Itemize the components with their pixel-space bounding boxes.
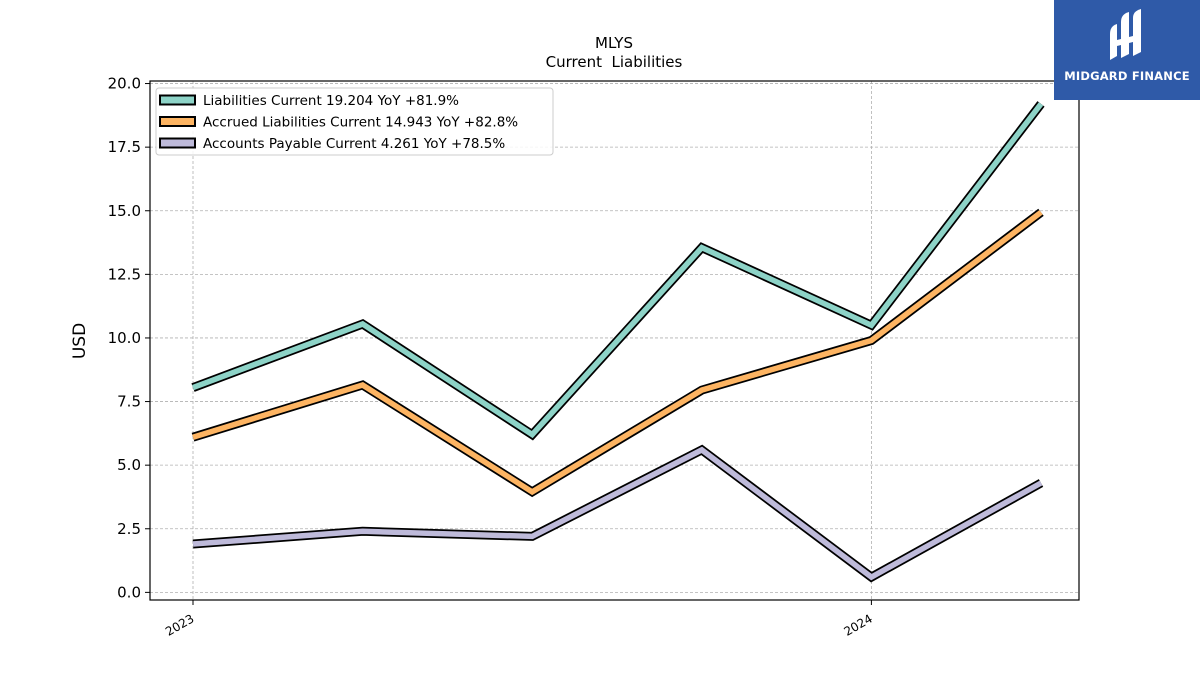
- y-axis-label: USD: [70, 323, 90, 359]
- y-tick-label: 20.0: [108, 75, 141, 93]
- brand-name: MIDGARD FINANCE: [1064, 69, 1190, 83]
- legend: Liabilities Current 19.204 YoY +81.9% Acc…: [155, 87, 554, 156]
- y-tick-label: 2.5: [117, 520, 141, 538]
- y-tick-label: 15.0: [108, 202, 141, 220]
- series-layer: [191, 101, 1045, 583]
- series-line-outline: [192, 444, 1044, 583]
- chart-subtitle: Current Liabilities: [546, 53, 683, 71]
- series-line-outline: [191, 208, 1044, 498]
- chart-title: MLYS: [595, 34, 633, 52]
- series-line: [192, 102, 1044, 439]
- y-tick-label: 7.5: [117, 393, 141, 411]
- grid-lines: [150, 81, 1079, 600]
- legend-swatch: [159, 137, 196, 149]
- y-tick-label: 17.5: [108, 138, 141, 156]
- y-tick-label: 0.0: [117, 583, 141, 601]
- x-tick-label: 2024: [841, 611, 874, 638]
- y-tick-label: 12.5: [108, 265, 141, 283]
- midgard-logo-icon: [1110, 9, 1141, 60]
- series-line: [192, 446, 1043, 581]
- axes: 0.0 2.5 5.0 7.5 10.0 12.5 15.0 17.5 20.0 2023 2024: [108, 75, 875, 639]
- series-line: [192, 210, 1043, 496]
- legend-label: Accrued Liabilities Current 14.943 YoY +…: [203, 115, 518, 131]
- y-tick-label: 10.0: [108, 329, 141, 347]
- x-tick-label: 2023: [163, 611, 196, 638]
- plot-frame: [149, 80, 1080, 601]
- legend-label: Liabilities Current 19.204 YoY +81.9%: [203, 93, 459, 109]
- legend-swatch: [159, 94, 196, 106]
- brand-logo: MIDGARD FINANCE: [1054, 0, 1200, 100]
- legend-label: Accounts Payable Current 4.261 YoY +78.5…: [203, 136, 505, 152]
- legend-box: [155, 87, 554, 156]
- legend-swatch: [159, 116, 196, 127]
- y-tick-label: 5.0: [117, 456, 141, 474]
